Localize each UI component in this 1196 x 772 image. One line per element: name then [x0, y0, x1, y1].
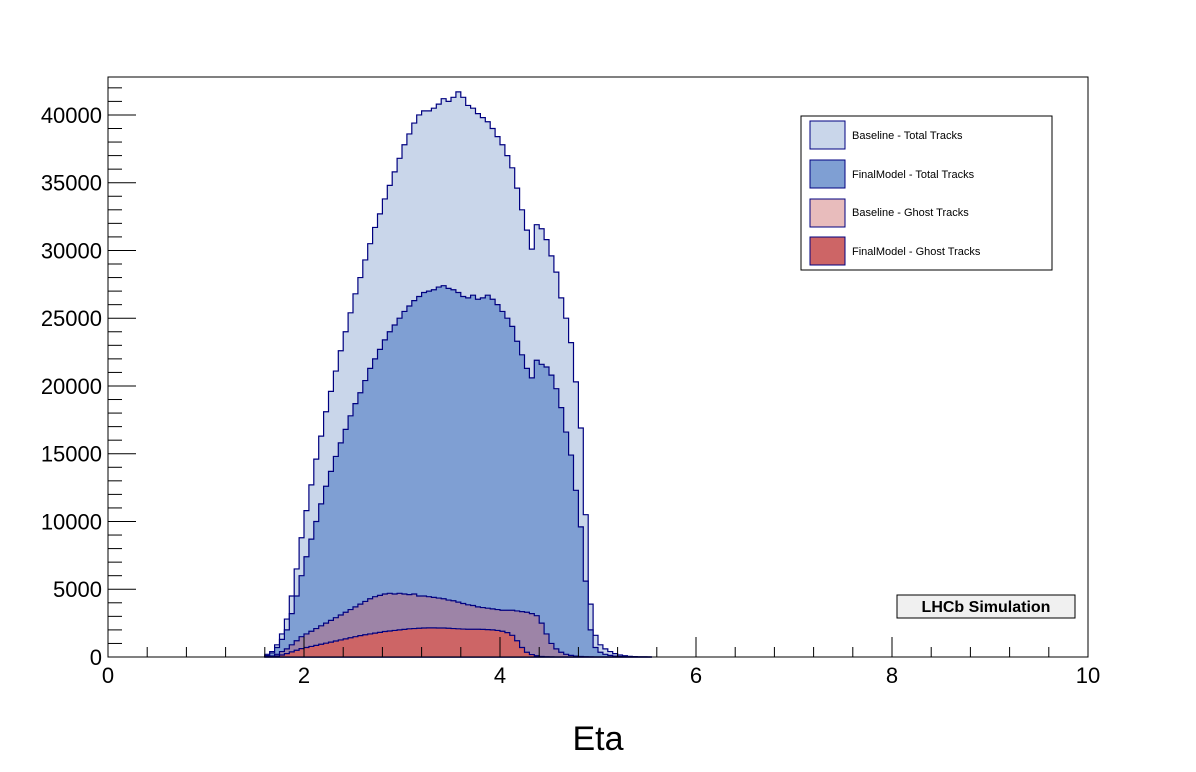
y-tick-label: 20000 — [41, 374, 102, 399]
simulation-badge-label: LHCb Simulation — [922, 599, 1051, 616]
simulation-badge-box — [896, 594, 1076, 619]
x-tick-label: 8 — [886, 663, 898, 688]
series-layer — [108, 91, 1088, 658]
legend: Baseline - Total Tracks FinalModel - Tot… — [800, 115, 1053, 271]
legend-swatch-baseline-total — [809, 120, 846, 150]
plot-frame — [107, 76, 1089, 658]
x-axis-title: Eta — [572, 720, 623, 758]
simulation-badge: LHCb Simulation — [896, 594, 1076, 619]
y-tick-label: 10000 — [41, 509, 102, 534]
legend-swatch-finalmodel-total — [809, 159, 846, 189]
legend-label-finalmodel-ghost: FinalModel - Ghost Tracks — [852, 246, 981, 258]
x-tick-label: 10 — [1076, 663, 1100, 688]
x-tick-label: 4 — [494, 663, 506, 688]
y-tick-label: 0 — [90, 645, 102, 670]
y-tick-label: 40000 — [41, 103, 102, 128]
legend-label-baseline-ghost: Baseline - Ghost Tracks — [852, 207, 969, 219]
y-tick-label: 15000 — [41, 442, 102, 467]
series-finalmodel-total-tracks — [264, 285, 652, 658]
x-tick-label: 0 — [102, 663, 114, 688]
y-tick-label: 5000 — [53, 577, 102, 602]
y-tick-label: 35000 — [41, 171, 102, 196]
x-tick-label: 6 — [690, 663, 702, 688]
legend-swatch-finalmodel-ghost — [809, 236, 846, 266]
x-tick-label: 2 — [298, 663, 310, 688]
legend-label-finalmodel-total: FinalModel - Total Tracks — [852, 169, 975, 181]
legend-swatch-baseline-ghost — [809, 198, 846, 228]
y-tick-label: 30000 — [41, 238, 102, 263]
y-tick-label: 25000 — [41, 306, 102, 331]
legend-label-baseline-total: Baseline - Total Tracks — [852, 130, 963, 142]
